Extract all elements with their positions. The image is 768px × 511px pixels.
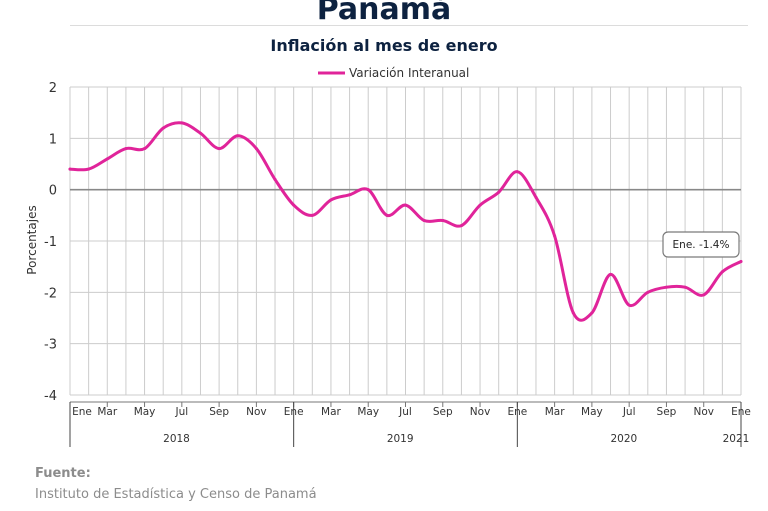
y-tick-label: 0 xyxy=(49,184,57,199)
data-point xyxy=(292,203,296,207)
y-tick-label: 1 xyxy=(49,132,57,147)
year-label: 2020 xyxy=(610,433,637,445)
y-axis: 2 1 0 -1 -2 -3 -4 xyxy=(44,81,57,404)
data-point xyxy=(609,272,613,276)
legend-label: Variación Interanual xyxy=(349,66,469,80)
source-text: Instituto de Estadística y Censo de Pana… xyxy=(35,487,317,502)
data-point xyxy=(310,213,314,217)
data-point xyxy=(366,188,370,192)
data-point xyxy=(329,198,333,202)
x-tick-label: Mar xyxy=(545,406,565,418)
x-tick-label: Nov xyxy=(246,406,267,418)
data-point xyxy=(702,293,706,297)
data-point xyxy=(441,218,445,222)
annotation-box xyxy=(662,231,740,258)
y-tick-label: -3 xyxy=(44,338,57,353)
data-point xyxy=(348,193,352,197)
year-label: 2021 xyxy=(723,433,750,445)
data-point xyxy=(87,167,91,171)
data-point xyxy=(627,303,631,307)
data-point xyxy=(198,131,202,135)
data-point xyxy=(143,147,147,151)
data-point xyxy=(404,203,407,207)
x-tick-label: Jul xyxy=(622,406,636,418)
y-axis-title: Porcentajes xyxy=(25,205,39,274)
data-point xyxy=(478,203,482,207)
data-point xyxy=(459,224,463,228)
data-point xyxy=(68,167,72,171)
data-point xyxy=(124,147,128,151)
x-tick-label: Ene xyxy=(72,406,92,418)
year-label: 2019 xyxy=(387,433,414,445)
x-tick-label: Jul xyxy=(174,406,188,418)
data-point xyxy=(571,311,575,315)
data-point xyxy=(497,190,501,194)
page-title: Panamá xyxy=(316,0,452,27)
series-group xyxy=(68,121,743,322)
x-tick-label: May xyxy=(134,406,156,418)
annotation-label: Ene. -1.4% xyxy=(673,239,730,251)
title-divider xyxy=(70,25,748,26)
x-tick-label: Sep xyxy=(209,406,229,418)
y-tick-label: -2 xyxy=(44,286,57,301)
source-heading: Fuente: xyxy=(35,466,91,481)
data-point xyxy=(646,290,650,294)
data-point xyxy=(422,218,426,222)
chart-subtitle: Inflación al mes de enero xyxy=(270,36,498,55)
y-tick-label: -4 xyxy=(44,389,57,404)
grid-lines xyxy=(69,86,742,396)
legend: Variación Interanual xyxy=(318,66,469,80)
x-tick-label: Mar xyxy=(97,406,117,418)
data-point xyxy=(534,195,538,199)
y-tick-label: 2 xyxy=(49,81,57,96)
data-point xyxy=(553,234,557,238)
x-tick-label: Sep xyxy=(657,406,677,418)
data-point xyxy=(720,270,724,274)
data-point xyxy=(739,260,743,264)
x-tick-label: Nov xyxy=(693,406,714,418)
x-tick-label: Nov xyxy=(470,406,491,418)
data-point xyxy=(236,134,240,138)
x-axis: Ene Mar May Jul Sep Nov Ene Mar May Jul Sep Nov Ene M… xyxy=(69,401,751,447)
data-point xyxy=(683,285,687,289)
x-tick-label: May xyxy=(357,406,379,418)
data-point xyxy=(180,121,184,125)
data-point xyxy=(254,147,258,151)
data-point xyxy=(385,213,389,217)
data-point xyxy=(273,177,277,181)
x-tick-label: Jul xyxy=(398,406,412,418)
data-point xyxy=(590,311,594,315)
data-point xyxy=(664,285,668,289)
x-tick-label: May xyxy=(581,406,603,418)
annotation-callout: Ene. -1.4% xyxy=(662,231,740,258)
data-point xyxy=(515,170,519,174)
data-point xyxy=(217,147,221,151)
x-tick-label: Mar xyxy=(321,406,341,418)
data-point xyxy=(105,157,109,161)
y-tick-label: -1 xyxy=(44,235,57,250)
data-point xyxy=(161,126,165,130)
year-label: 2018 xyxy=(163,433,190,445)
x-tick-label: Sep xyxy=(433,406,453,418)
